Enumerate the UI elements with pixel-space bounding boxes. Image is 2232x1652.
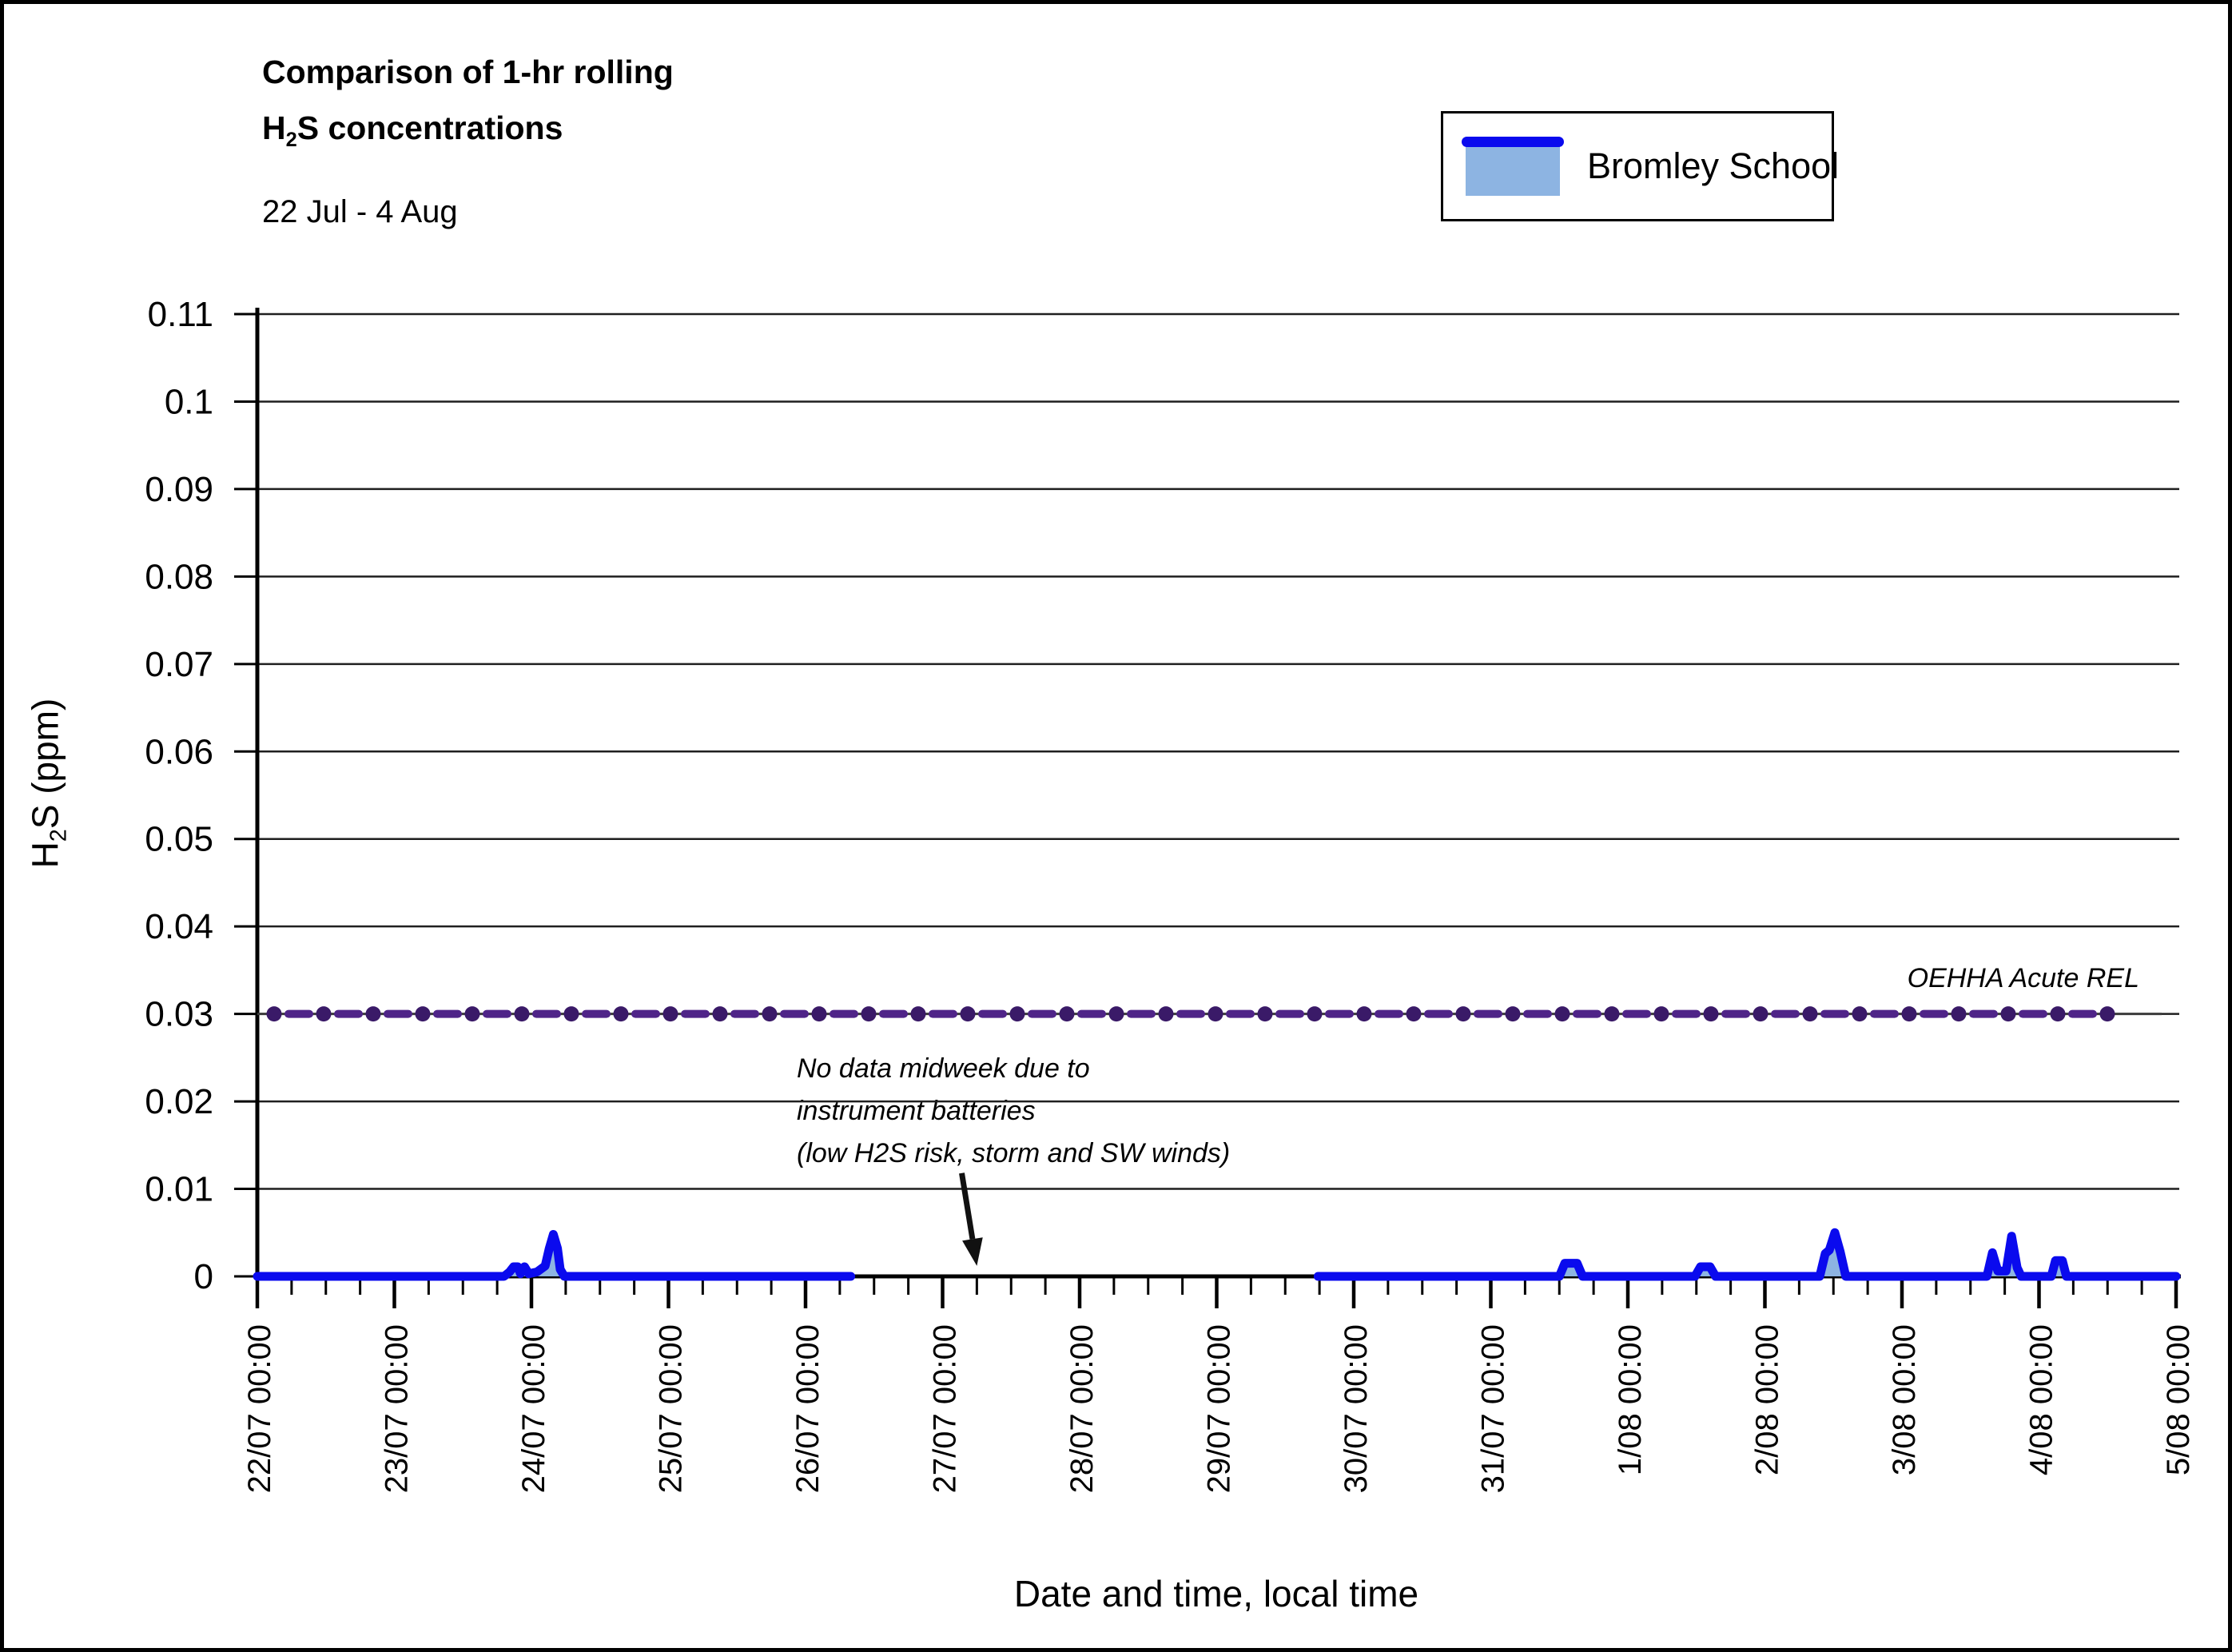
svg-text:0.01: 0.01 bbox=[145, 1170, 213, 1209]
svg-text:0.05: 0.05 bbox=[145, 820, 213, 859]
svg-text:30/07 00:00: 30/07 00:00 bbox=[1339, 1324, 1374, 1493]
x-axis: 22/07 00:00 23/07 00:00 24/07 00:00 25/07 0… bbox=[242, 1276, 2196, 1493]
svg-text:26/07 00:00: 26/07 00:00 bbox=[790, 1324, 826, 1493]
svg-text:0.03: 0.03 bbox=[145, 995, 213, 1034]
svg-text:3/08 00:00: 3/08 00:00 bbox=[1887, 1324, 1922, 1475]
svg-text:29/07 00:00: 29/07 00:00 bbox=[1202, 1324, 1237, 1493]
svg-text:24/07 00:00: 24/07 00:00 bbox=[516, 1324, 551, 1493]
svg-text:25/07 00:00: 25/07 00:00 bbox=[654, 1324, 689, 1493]
svg-text:5/08 00:00: 5/08 00:00 bbox=[2161, 1324, 2196, 1475]
gridlines bbox=[256, 314, 2179, 1189]
svg-text:0.06: 0.06 bbox=[145, 732, 213, 771]
y-axis: 0 0.01 0.02 0.03 0.04 0.05 0.06 0.07 0.08 0.09 0.1… bbox=[145, 295, 257, 1296]
svg-text:0: 0 bbox=[194, 1257, 213, 1296]
svg-text:0.07: 0.07 bbox=[145, 645, 213, 684]
svg-text:27/07 00:00: 27/07 00:00 bbox=[928, 1324, 963, 1493]
svg-text:0.11: 0.11 bbox=[148, 295, 213, 334]
svg-text:4/08 00:00: 4/08 00:00 bbox=[2024, 1324, 2059, 1475]
annotation-arrow bbox=[962, 1173, 983, 1266]
svg-text:0.04: 0.04 bbox=[145, 907, 213, 946]
svg-text:28/07 00:00: 28/07 00:00 bbox=[1064, 1324, 1100, 1493]
svg-text:1/08 00:00: 1/08 00:00 bbox=[1613, 1324, 1648, 1475]
svg-text:22/07 00:00: 22/07 00:00 bbox=[242, 1324, 277, 1493]
chart-canvas: 0 0.01 0.02 0.03 0.04 0.05 0.06 0.07 0.08 0.09 0.1… bbox=[4, 4, 2232, 1652]
reference-line bbox=[257, 1006, 2162, 1021]
svg-text:2/08 00:00: 2/08 00:00 bbox=[1750, 1324, 1785, 1475]
svg-text:0.09: 0.09 bbox=[145, 470, 213, 509]
series-bromley-school bbox=[257, 1232, 2176, 1276]
svg-text:23/07 00:00: 23/07 00:00 bbox=[380, 1324, 415, 1493]
chart-figure: Comparison of 1-hr rolling H2S concentra… bbox=[0, 0, 2232, 1652]
svg-text:0.08: 0.08 bbox=[145, 557, 213, 596]
svg-text:0.1: 0.1 bbox=[165, 382, 213, 421]
svg-text:31/07 00:00: 31/07 00:00 bbox=[1476, 1324, 1511, 1493]
svg-text:0.02: 0.02 bbox=[145, 1082, 213, 1121]
